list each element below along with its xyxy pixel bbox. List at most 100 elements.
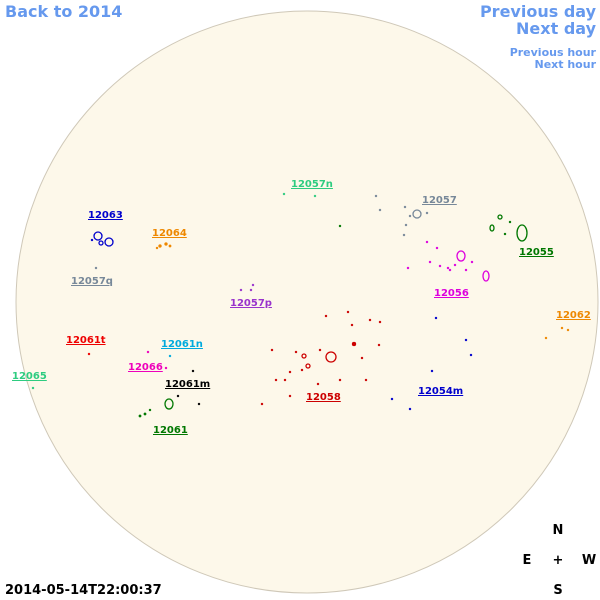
sunspot xyxy=(482,270,490,282)
sunspot xyxy=(377,343,381,347)
sunspot xyxy=(104,237,114,247)
region-label[interactable]: 12057 xyxy=(422,195,457,206)
sunspot xyxy=(300,368,304,372)
region-label[interactable]: 12064 xyxy=(152,228,187,239)
sunspot xyxy=(368,318,372,322)
sunspot xyxy=(404,223,408,227)
sunspot xyxy=(560,326,564,330)
sunspot xyxy=(412,209,422,219)
sunspot xyxy=(164,366,168,370)
sunspot xyxy=(305,363,311,369)
sunspot xyxy=(446,266,450,270)
sunspot xyxy=(318,348,322,352)
sunspot xyxy=(403,205,407,209)
sunspot xyxy=(428,260,432,264)
sunspot xyxy=(288,370,292,374)
sunspot xyxy=(87,352,91,356)
sunspot xyxy=(98,240,104,246)
sunspot xyxy=(143,412,147,416)
timestamp: 2014-05-14T22:00:37 xyxy=(5,583,162,598)
sunspot xyxy=(155,246,159,250)
sunspots xyxy=(31,192,570,418)
sunspot xyxy=(148,408,152,412)
region-label[interactable]: 12057n xyxy=(291,179,333,190)
sunspot xyxy=(544,336,548,340)
region-label[interactable]: 12065 xyxy=(12,371,47,382)
sunspot xyxy=(464,338,468,342)
previous-day-link[interactable]: Previous day xyxy=(480,2,597,21)
compass-west: W xyxy=(582,553,596,568)
sunspot xyxy=(270,348,274,352)
sunspot xyxy=(338,224,342,228)
sunspot xyxy=(274,378,278,382)
sunspot xyxy=(402,233,406,237)
sunspot xyxy=(425,240,429,244)
sunspot xyxy=(283,378,287,382)
region-label[interactable]: 12057p xyxy=(230,298,272,309)
previous-hour-link[interactable]: Previous hour xyxy=(510,46,597,59)
sunspot xyxy=(378,320,382,324)
region-label[interactable]: 12061t xyxy=(66,335,106,346)
sunspot xyxy=(470,260,474,264)
sunspot xyxy=(31,386,35,390)
sunspot xyxy=(469,353,473,357)
sunspot xyxy=(294,350,298,354)
sunspot xyxy=(168,354,172,358)
sunspot xyxy=(464,268,468,272)
sunspot xyxy=(425,211,429,215)
region-label[interactable]: 12058 xyxy=(306,392,341,403)
sunspot xyxy=(239,288,243,292)
sunspot xyxy=(448,268,452,272)
region-labels: 12057n 12057 12063 12064 12055 12057q 12056 120… xyxy=(12,179,591,436)
sunspot xyxy=(430,369,434,373)
sunspot xyxy=(191,369,195,373)
sunspot xyxy=(374,194,378,198)
region-label[interactable]: 12056 xyxy=(434,288,469,299)
sunspot xyxy=(435,246,439,250)
compass-south: S xyxy=(553,583,562,598)
region-label[interactable]: 12057q xyxy=(71,276,113,287)
next-day-link[interactable]: Next day xyxy=(516,19,597,38)
sunspot xyxy=(197,402,201,406)
sunspot xyxy=(438,264,442,268)
sunspot xyxy=(138,414,142,418)
sunspot xyxy=(390,397,394,401)
compass-north: N xyxy=(553,523,564,538)
region-label[interactable]: 12066 xyxy=(128,362,163,373)
sunspot xyxy=(313,194,317,198)
sunspot xyxy=(406,266,410,270)
sunspot xyxy=(351,341,357,347)
region-label[interactable]: 12061m xyxy=(165,379,210,390)
sunspot xyxy=(516,224,528,242)
sunspot xyxy=(566,328,570,332)
region-label[interactable]: 12054m xyxy=(418,386,463,397)
sunspot xyxy=(456,250,466,262)
sunspot xyxy=(364,378,368,382)
next-hour-link[interactable]: Next hour xyxy=(535,58,597,71)
sunspot xyxy=(288,394,292,398)
region-label[interactable]: 12063 xyxy=(88,210,123,221)
sunspot xyxy=(146,350,150,354)
sunspot xyxy=(408,407,412,411)
region-label[interactable]: 12055 xyxy=(519,247,554,258)
sunspot xyxy=(346,310,350,314)
sunspot xyxy=(434,316,438,320)
sunspot xyxy=(164,242,168,246)
sunspot xyxy=(176,394,180,398)
sunspot xyxy=(251,283,255,287)
sunspot xyxy=(260,402,264,406)
sunspot xyxy=(249,288,253,292)
region-label[interactable]: 12061 xyxy=(153,425,188,436)
sunspot xyxy=(282,192,286,196)
back-link[interactable]: Back to 2014 xyxy=(5,2,122,21)
sunspot xyxy=(503,232,507,236)
region-label[interactable]: 12062 xyxy=(556,310,591,321)
region-label[interactable]: 12061n xyxy=(161,339,203,350)
sunspot xyxy=(360,356,364,360)
compass-east: E xyxy=(523,553,532,568)
sunspot xyxy=(497,214,503,220)
sunspot xyxy=(338,378,342,382)
compass-center: + xyxy=(553,553,564,568)
solar-disk xyxy=(15,10,599,594)
